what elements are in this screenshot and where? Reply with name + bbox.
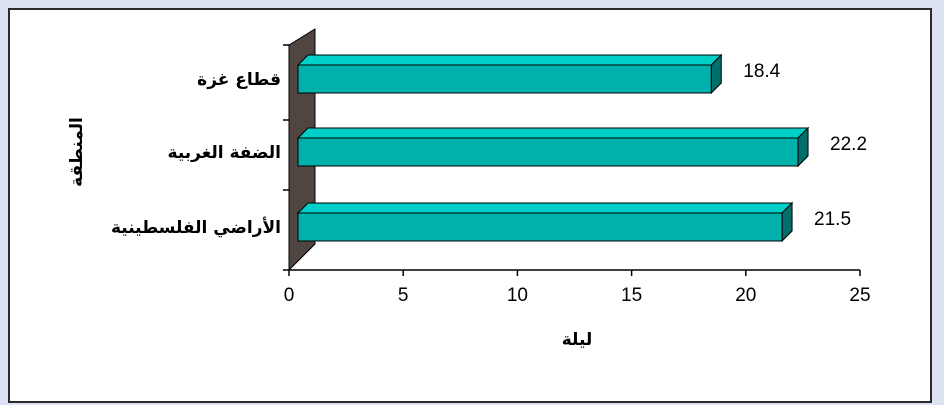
data-label: 22.2	[830, 134, 867, 155]
x-tick-label: 5	[398, 285, 409, 306]
bar	[296, 126, 810, 168]
x-tick-label: 10	[507, 285, 528, 306]
bar-front-face	[297, 137, 799, 167]
category-label: قطاع غزة	[197, 70, 281, 90]
x-tick-label: 20	[735, 285, 756, 306]
x-axis-ticks: 0 5 10 15 20 25	[283, 44, 871, 306]
bar	[296, 53, 723, 95]
bar-top-face	[296, 127, 810, 139]
bar-front-face	[297, 64, 712, 94]
category-label: الضفة الغربية	[168, 143, 281, 163]
x-tick-label: 25	[849, 285, 870, 306]
data-label: 21.5	[814, 209, 851, 230]
category-label: الأراضي الفلسطينية	[111, 217, 281, 238]
bar-front-face	[297, 212, 783, 242]
data-labels: 18.4 22.2 21.5	[743, 61, 867, 230]
y-axis-title: المنطقة	[67, 117, 87, 187]
bar-top-face	[296, 202, 794, 214]
x-tick-label: 15	[621, 285, 642, 306]
data-label: 18.4	[743, 61, 780, 82]
category-labels: قطاع غزة الضفة الغربية الأراضي الفلسطينية	[111, 70, 281, 238]
bar	[296, 201, 794, 243]
bars-group	[296, 53, 810, 243]
x-tick-label: 0	[284, 285, 295, 306]
x-axis-title: ليلة	[562, 330, 593, 350]
bar-top-face	[296, 54, 723, 66]
